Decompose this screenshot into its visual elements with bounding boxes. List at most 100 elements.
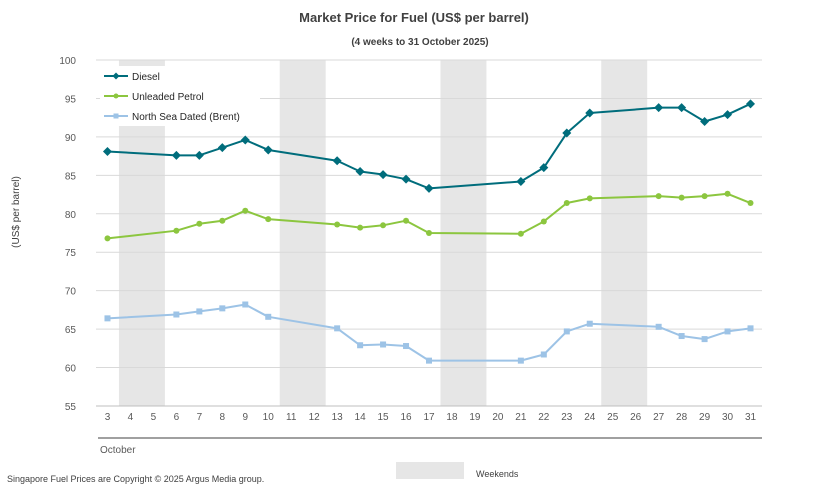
- x-tick-label: 20: [492, 412, 504, 423]
- unleaded-petrol-point: [517, 230, 524, 237]
- x-tick-label: 6: [174, 412, 180, 423]
- diesel-point: [424, 183, 434, 193]
- x-tick-label: 31: [745, 412, 757, 423]
- x-tick-label: 28: [676, 412, 688, 423]
- north-sea-dated-brent-point: [655, 323, 662, 330]
- diesel-point: [194, 150, 204, 160]
- chart-subtitle: (4 weeks to 31 October 2025): [351, 37, 488, 48]
- north-sea-dated-brent-point: [265, 313, 272, 320]
- unleaded-petrol-point: [724, 190, 731, 197]
- weekends-label: Weekends: [476, 469, 519, 479]
- north-sea-dated-brent-point: [426, 357, 432, 364]
- x-tick-label: 4: [128, 412, 134, 423]
- x-tick-label: 8: [220, 412, 226, 423]
- unleaded-petrol-point: [403, 217, 410, 224]
- north-sea-dated-brent-legend-label: North Sea Dated (Brent): [132, 112, 240, 123]
- north-sea-dated-brent-point: [104, 315, 111, 322]
- unleaded-petrol-point: [380, 222, 387, 229]
- diesel-legend-marker: [112, 72, 120, 80]
- diesel-point: [263, 145, 273, 155]
- north-sea-dated-brent-line: [107, 303, 751, 362]
- diesel-point: [401, 174, 411, 184]
- north-sea-dated-brent-legend-marker: [113, 113, 119, 119]
- x-tick-label: 13: [332, 412, 344, 423]
- legend: Diesel Unleaded Petrol North Sea Dated (Br…: [100, 66, 260, 126]
- unleaded-petrol-point: [104, 235, 111, 242]
- y-tick-label: 100: [59, 56, 76, 67]
- chart-title: Market Price for Fuel (US$ per barrel): [299, 10, 529, 25]
- x-axis-ticks: 3 4 5 6 7 8 9 10 11 12 13 14 15 16 17 18 19 20 21 22 23 24 25 2…: [105, 412, 757, 423]
- north-sea-dated-brent-point: [517, 357, 524, 364]
- diesel-legend-label: Diesel: [132, 72, 160, 83]
- y-tick-label: 65: [65, 325, 77, 336]
- unleaded-petrol-point: [196, 220, 203, 227]
- unleaded-petrol-point: [701, 193, 708, 200]
- unleaded-petrol-point: [219, 217, 226, 224]
- unleaded-petrol-point: [242, 207, 249, 214]
- y-tick-label: 70: [65, 287, 77, 298]
- y-tick-label: 85: [65, 171, 77, 182]
- x-tick-label: 21: [515, 412, 527, 423]
- diesel-point: [677, 103, 687, 113]
- y-tick-label: 95: [65, 94, 77, 105]
- x-tick-label: 7: [197, 412, 203, 423]
- diesel-point: [516, 176, 526, 186]
- unleaded-petrol-point: [426, 230, 432, 236]
- unleaded-petrol-point: [334, 221, 341, 228]
- unleaded-petrol-point: [655, 193, 662, 200]
- diesel-point: [700, 117, 710, 127]
- x-tick-label: 29: [699, 412, 711, 423]
- x-tick-label: 9: [242, 412, 248, 423]
- north-sea-dated-brent-point: [334, 325, 341, 332]
- weekend-band: [601, 60, 648, 406]
- x-tick-label: 24: [584, 412, 596, 423]
- y-tick-label: 55: [65, 402, 77, 413]
- diesel-point: [217, 143, 227, 153]
- diesel-point: [332, 156, 342, 166]
- y-tick-label: 80: [65, 210, 77, 221]
- unleaded-petrol-point: [357, 224, 364, 231]
- x-axis-label: October: [100, 445, 136, 456]
- x-tick-label: 22: [538, 412, 550, 423]
- x-tick-label: 14: [355, 412, 367, 423]
- x-tick-label: 12: [309, 412, 321, 423]
- north-sea-dated-brent-point: [380, 341, 387, 348]
- x-tick-label: 25: [607, 412, 619, 423]
- diesel-point: [723, 110, 733, 120]
- north-sea-dated-brent-point: [242, 301, 249, 308]
- y-tick-label: 90: [65, 133, 77, 144]
- x-tick-label: 15: [378, 412, 390, 423]
- north-sea-dated-brent-point: [403, 343, 410, 350]
- diesel-point: [654, 103, 664, 113]
- x-tick-label: 16: [400, 412, 412, 423]
- north-sea-dated-brent-point: [173, 311, 180, 318]
- north-sea-dated-brent-point: [678, 333, 685, 340]
- x-tick-label: 5: [151, 412, 157, 423]
- diesel-point: [585, 108, 595, 118]
- y-axis-ticks: 55 60 65 70 75 80 85 90 95 100: [59, 56, 76, 413]
- diesel-point: [746, 99, 756, 109]
- diesel-point: [102, 146, 112, 156]
- unleaded-petrol-point: [586, 195, 593, 202]
- x-tick-label: 18: [446, 412, 458, 423]
- unleaded-petrol-point: [678, 194, 685, 201]
- diesel-point: [355, 166, 365, 176]
- x-tick-label: 23: [561, 412, 573, 423]
- x-tick-label: 3: [105, 412, 111, 423]
- north-sea-dated-brent-point: [701, 336, 708, 343]
- north-sea-dated-brent-point: [196, 308, 203, 315]
- north-sea-dated-brent-point: [540, 351, 547, 358]
- unleaded-petrol-point: [173, 227, 180, 234]
- north-sea-dated-brent-point: [357, 342, 364, 349]
- y-tick-label: 60: [65, 364, 77, 375]
- north-sea-dated-brent-point: [586, 320, 593, 327]
- north-sea-dated-brent-point: [724, 328, 731, 335]
- x-tick-label: 19: [469, 412, 481, 423]
- x-tick-label: 10: [263, 412, 275, 423]
- y-axis-label: (US$ per barrel): [11, 176, 22, 248]
- x-tick-label: 27: [653, 412, 665, 423]
- x-tick-label: 11: [286, 412, 297, 423]
- unleaded-petrol-point: [747, 200, 754, 207]
- diesel-point: [171, 150, 181, 160]
- copyright-text: Singapore Fuel Prices are Copyright © 20…: [7, 474, 264, 484]
